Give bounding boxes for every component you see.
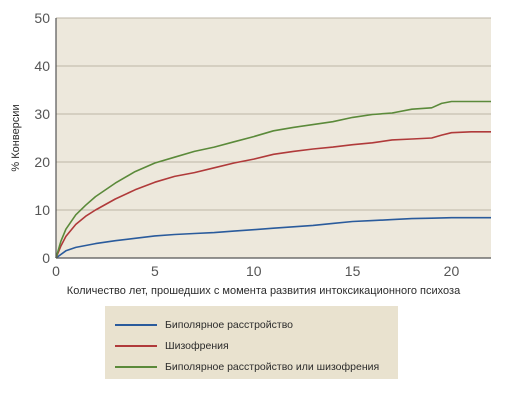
y-tick-label: 40 (34, 58, 50, 74)
legend-swatch-schizophrenia (115, 344, 157, 347)
x-tick-label: 10 (246, 263, 262, 279)
x-tick-label: 20 (444, 263, 460, 279)
series-line-bipolar (55, 216, 491, 259)
legend-swatch-either (115, 365, 157, 368)
legend-item-schizophrenia: Шизофрения (115, 335, 388, 356)
legend: Биполярное расстройство Шизофрения Бипол… (105, 306, 398, 379)
series-lines (55, 100, 491, 259)
chart: 0 10 20 30 40 50 0 5 10 15 20 % Конверсии Количест… (10, 10, 491, 297)
y-axis-title: % Конверсии (10, 104, 22, 171)
axes (55, 18, 491, 259)
series-line-either (55, 100, 491, 259)
y-tick-label: 0 (42, 250, 50, 266)
legend-label-bipolar: Биполярное расстройство (165, 318, 293, 331)
y-tick-label: 50 (34, 10, 50, 26)
y-tick-label: 20 (34, 154, 50, 170)
legend-swatch-bipolar (115, 323, 157, 326)
x-tick-label: 15 (345, 263, 361, 279)
legend-item-bipolar: Биполярное расстройство (115, 314, 388, 335)
tick-labels: 0 10 20 30 40 50 0 5 10 15 20 (34, 10, 459, 279)
y-tick-label: 10 (34, 202, 50, 218)
grid-lines (56, 17, 491, 211)
legend-label-schizophrenia: Шизофрения (165, 339, 229, 352)
y-tick-label: 30 (34, 106, 50, 122)
legend-label-either: Биполярное расстройство или шизофрения (165, 360, 380, 373)
legend-item-either: Биполярное расстройство или шизофрения (115, 356, 388, 377)
x-tick-label: 0 (52, 263, 60, 279)
series-line-schizophrenia (55, 131, 491, 259)
x-tick-label: 5 (151, 263, 159, 279)
x-axis-title: Количество лет, прошедших с момента разв… (67, 285, 461, 297)
